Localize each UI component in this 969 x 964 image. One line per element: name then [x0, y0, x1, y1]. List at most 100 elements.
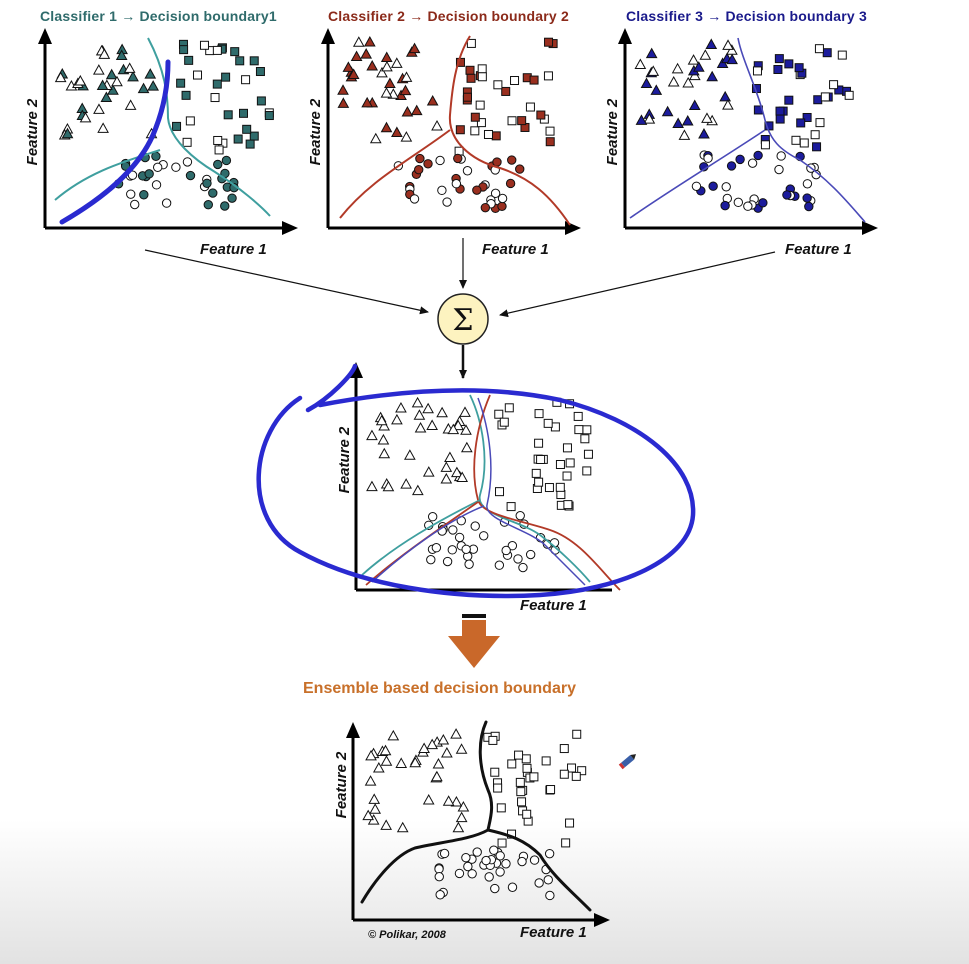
circle-point: [708, 181, 718, 191]
circle-point: [480, 202, 491, 213]
square-point: [529, 75, 539, 85]
triangle-point: [74, 74, 87, 86]
triangle-point: [360, 48, 373, 59]
classifier1-title: Classifier 1 → Decision boundary1: [40, 8, 277, 24]
triangle-point: [687, 54, 700, 65]
circle-point: [185, 170, 196, 181]
circle-point: [415, 153, 425, 164]
square-point: [573, 411, 583, 421]
square-point: [239, 108, 249, 118]
circle-point: [505, 178, 516, 189]
triangle-point: [436, 406, 448, 418]
square-point: [812, 142, 822, 152]
square-point: [775, 114, 785, 124]
annotation-stroke: [59, 59, 171, 225]
square-point: [582, 466, 592, 476]
triangle-point: [440, 472, 453, 484]
square-point: [834, 85, 844, 95]
triangle-point: [337, 84, 349, 95]
circle-point: [220, 201, 230, 211]
y-axis-label-2: Feature 2: [307, 98, 324, 165]
square-point: [752, 66, 762, 76]
class-points: [54, 39, 274, 211]
classifier2-title: Classifier 2 → Decision boundary 2: [328, 8, 569, 24]
square-point: [249, 56, 259, 66]
square-point: [466, 73, 476, 83]
square-point: [199, 40, 209, 50]
square-point: [543, 71, 553, 81]
triangle-point: [61, 127, 74, 139]
circle-point: [782, 190, 792, 200]
y-axis-label-4: Feature 2: [336, 426, 353, 493]
triangle-point: [452, 821, 465, 833]
circle-point: [427, 512, 438, 522]
circle-point: [525, 549, 536, 560]
x-axis-label-5: Feature 1: [520, 924, 587, 941]
circle-point: [439, 848, 450, 859]
triangle-point: [380, 755, 393, 766]
classifier1-panel: Feature 2 Feature 1: [24, 28, 298, 258]
square-point: [775, 106, 785, 116]
circle-point: [426, 554, 436, 565]
triangle-point: [369, 803, 382, 814]
circle-point: [721, 182, 731, 192]
circle-point: [776, 151, 786, 161]
circle-point: [753, 150, 763, 161]
x-axis-label-2: Feature 1: [482, 241, 549, 258]
triangle-point: [395, 401, 407, 413]
square-point: [534, 409, 544, 419]
circle-point: [470, 521, 480, 531]
overlay-boundary-blue: [477, 397, 586, 586]
decision-boundary-3: [737, 37, 866, 223]
triangle-point: [411, 484, 424, 496]
square-point: [483, 129, 493, 139]
triangle-point: [705, 38, 718, 49]
sum-node: Σ: [437, 293, 489, 345]
triangle-point: [93, 103, 105, 114]
triangle-point: [699, 49, 712, 60]
triangle-point: [431, 770, 443, 782]
square-point: [476, 118, 486, 128]
circle-point: [543, 875, 553, 885]
square-point: [531, 468, 541, 478]
square-point: [193, 70, 203, 80]
triangle-point: [426, 94, 439, 106]
classifier3-panel: Feature 2 Feature 1: [604, 28, 878, 258]
triangle-point: [457, 801, 470, 812]
triangle-point: [54, 71, 67, 83]
square-point: [507, 116, 517, 126]
triangle-point: [123, 62, 136, 73]
triangle-point: [401, 105, 414, 117]
square-point: [522, 763, 532, 773]
circle-point: [435, 890, 445, 900]
decision-boundary-2: [448, 35, 571, 226]
square-point: [577, 766, 587, 776]
square-point: [466, 38, 476, 48]
triangle-point: [437, 733, 450, 745]
triangle-point: [127, 70, 139, 82]
circle-point: [463, 861, 473, 872]
triangle-point: [440, 461, 453, 472]
square-point: [562, 443, 572, 453]
square-point: [522, 809, 532, 819]
circle-point: [495, 867, 505, 877]
circle-point: [529, 855, 540, 865]
triangle-point: [408, 42, 421, 54]
square-point: [491, 131, 501, 141]
circle-point: [484, 872, 494, 882]
triangle-point: [410, 104, 423, 116]
triangle-point: [391, 126, 403, 137]
circle-point: [507, 882, 518, 892]
square-point: [470, 112, 480, 122]
triangle-point: [460, 441, 473, 453]
triangle-point: [384, 77, 396, 89]
triangle-point: [342, 61, 355, 72]
circle-point: [507, 155, 517, 165]
triangle-point: [352, 36, 365, 47]
square-point: [210, 93, 220, 103]
triangle-point: [380, 87, 393, 98]
circle-point: [545, 890, 555, 901]
square-point: [249, 131, 259, 141]
circle-point: [462, 166, 473, 176]
square-point: [574, 425, 584, 435]
